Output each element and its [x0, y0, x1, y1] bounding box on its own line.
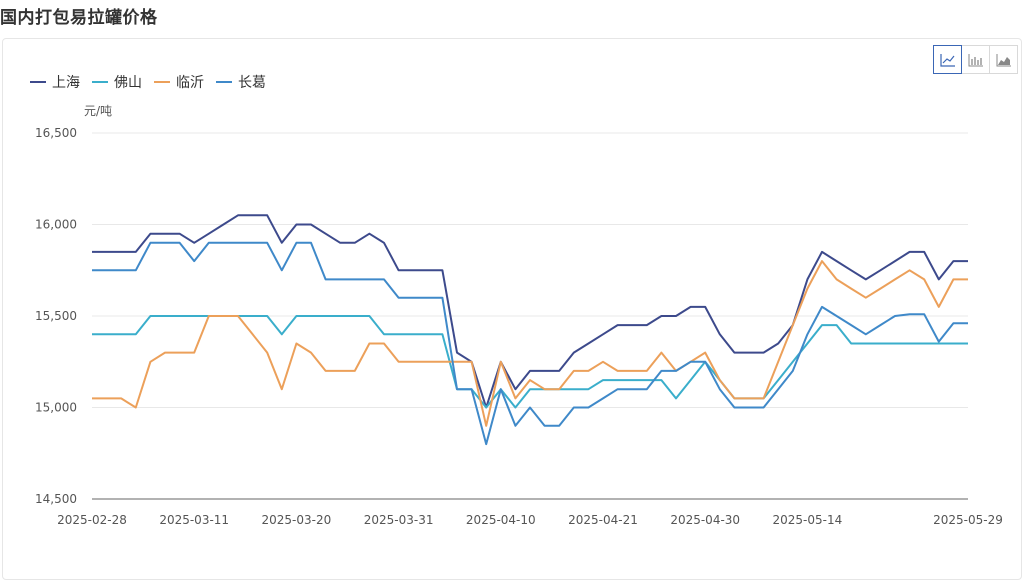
y-tick-label: 16,500 — [35, 126, 77, 140]
legend-label: 上海 — [52, 75, 80, 91]
legend-swatch — [92, 81, 108, 83]
series-lines — [92, 214, 968, 446]
series-line-长葛[interactable] — [92, 241, 968, 446]
legend-swatch — [216, 81, 232, 83]
legend-item-长葛[interactable]: 长葛 — [216, 72, 266, 92]
y-tick-label: 15,000 — [35, 401, 77, 415]
y-tick-labels: 16,500 16,000 15,500 15,000 14,500 — [35, 126, 77, 506]
legend-swatch — [154, 81, 170, 83]
y-tick-label: 15,500 — [35, 309, 77, 323]
legend-label: 临沂 — [176, 75, 204, 91]
legend-item-佛山[interactable]: 佛山 — [92, 72, 142, 92]
chart-legend: 上海 佛山 临沂 长葛 — [30, 72, 266, 92]
x-tick-labels: 2025-02-28 2025-03-11 2025-03-20 2025-03-31… — [57, 513, 1003, 527]
line-chart-icon — [939, 53, 955, 67]
y-tick-label: 14,500 — [35, 492, 77, 506]
x-tick-label: 2025-04-10 — [466, 513, 536, 527]
chart-type-toolbar — [933, 45, 1018, 74]
series-line-上海[interactable] — [92, 214, 968, 409]
legend-item-上海[interactable]: 上海 — [30, 72, 80, 92]
x-tick-label: 2025-03-20 — [262, 513, 332, 527]
x-tick-label: 2025-03-31 — [364, 513, 434, 527]
y-tick-label: 16,000 — [35, 218, 77, 232]
bar-chart-icon — [968, 53, 983, 66]
x-tick-label: 2025-02-28 — [57, 513, 127, 527]
legend-label: 佛山 — [114, 75, 142, 91]
x-tick-label: 2025-04-30 — [670, 513, 740, 527]
chart-card — [2, 38, 1022, 580]
x-tick-label: 2025-05-14 — [773, 513, 843, 527]
area-chart-icon — [996, 53, 1011, 66]
x-tick-label: 2025-04-21 — [568, 513, 638, 527]
legend-label: 长葛 — [238, 75, 266, 91]
series-line-佛山[interactable] — [92, 315, 968, 409]
page-title: 国内打包易拉罐价格 — [0, 8, 158, 28]
x-tick-label: 2025-03-11 — [159, 513, 229, 527]
y-axis-unit-label: 元/吨 — [84, 104, 112, 118]
x-tick-label: 2025-05-29 — [933, 513, 1003, 527]
line-chart-button[interactable] — [933, 45, 962, 74]
series-line-临沂[interactable] — [92, 260, 968, 427]
area-chart-button[interactable] — [989, 45, 1018, 74]
legend-item-临沂[interactable]: 临沂 — [154, 72, 204, 92]
legend-swatch — [30, 81, 46, 83]
price-line-chart: 元/吨 16,500 16,000 15,500 15,000 14,500 2025-… — [35, 104, 1003, 527]
